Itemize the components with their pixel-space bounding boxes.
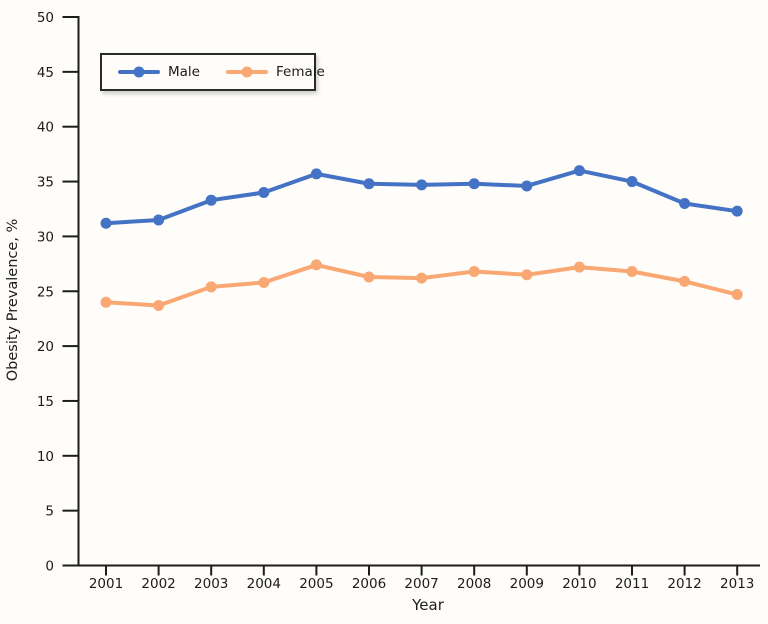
y-tick-label: 5	[45, 504, 54, 520]
data-point-female-2010	[573, 261, 585, 273]
data-point-male-2013	[731, 205, 743, 217]
series-line-female	[104, 262, 740, 308]
data-point-male-2011	[626, 176, 638, 188]
y-tick-label: 0	[45, 559, 54, 575]
y-tick-label: 30	[37, 229, 54, 245]
legend-label-female: Female	[275, 64, 325, 80]
x-tick-label: 2007	[404, 576, 438, 592]
data-point-male-2012	[679, 197, 691, 209]
data-point-male-2010	[573, 165, 585, 177]
y-tick-label: 45	[37, 65, 54, 81]
data-point-male-2005	[310, 168, 322, 180]
data-point-female-2005	[310, 259, 322, 271]
data-point-female-2001	[100, 296, 112, 308]
x-tick-label: 2001	[89, 576, 123, 592]
y-axis-title: Obesity Prevalence, %	[5, 219, 21, 382]
x-tick-label: 2010	[562, 576, 596, 592]
data-point-male-2001	[100, 217, 112, 229]
data-point-female-2012	[679, 275, 691, 287]
data-point-female-2013	[731, 289, 743, 301]
legend-label-male: Male	[168, 64, 200, 80]
data-point-female-2003	[205, 281, 217, 293]
y-tick-label: 10	[37, 449, 54, 465]
legend: Male Female	[100, 53, 325, 91]
data-point-female-2006	[363, 271, 375, 283]
legend-dot-male	[133, 66, 145, 78]
data-point-male-2003	[205, 194, 217, 206]
x-tick-label: 2012	[667, 576, 701, 592]
legend-marker-female	[225, 66, 268, 78]
data-point-female-2011	[626, 266, 638, 278]
data-point-male-2004	[258, 187, 270, 199]
x-tick-label: 2013	[720, 576, 754, 592]
legend-dot-female	[241, 66, 253, 78]
data-point-male-2007	[416, 179, 428, 191]
data-point-female-2007	[416, 272, 428, 284]
x-tick-label: 2009	[510, 576, 544, 592]
legend-marker-male	[118, 66, 160, 78]
series-line-male	[104, 168, 740, 226]
x-tick-label: 2003	[194, 576, 228, 592]
data-point-female-2008	[468, 266, 480, 278]
y-tick-label: 50	[37, 10, 54, 26]
x-tick-label: 2005	[299, 576, 333, 592]
x-tick-label: 2004	[247, 576, 281, 592]
y-tick-label: 20	[37, 339, 54, 355]
data-point-female-2002	[153, 300, 165, 312]
x-tick-label: 2002	[141, 576, 175, 592]
x-axis-title: Year	[411, 596, 445, 614]
data-point-male-2009	[521, 180, 533, 192]
x-tick-label: 2008	[457, 576, 491, 592]
data-point-male-2002	[153, 214, 165, 226]
legend-item-male: Male	[118, 64, 200, 80]
y-tick-label: 25	[37, 284, 54, 300]
legend-item-female: Female	[225, 64, 325, 80]
data-point-female-2004	[258, 276, 270, 288]
y-tick-label: 40	[37, 120, 54, 136]
data-point-female-2009	[521, 269, 533, 281]
data-point-male-2006	[363, 178, 375, 190]
y-tick-label: 15	[37, 394, 54, 410]
data-point-male-2008	[468, 178, 480, 190]
y-tick-label: 35	[37, 175, 54, 191]
x-tick-label: 2011	[615, 576, 649, 592]
x-tick-label: 2006	[352, 576, 386, 592]
